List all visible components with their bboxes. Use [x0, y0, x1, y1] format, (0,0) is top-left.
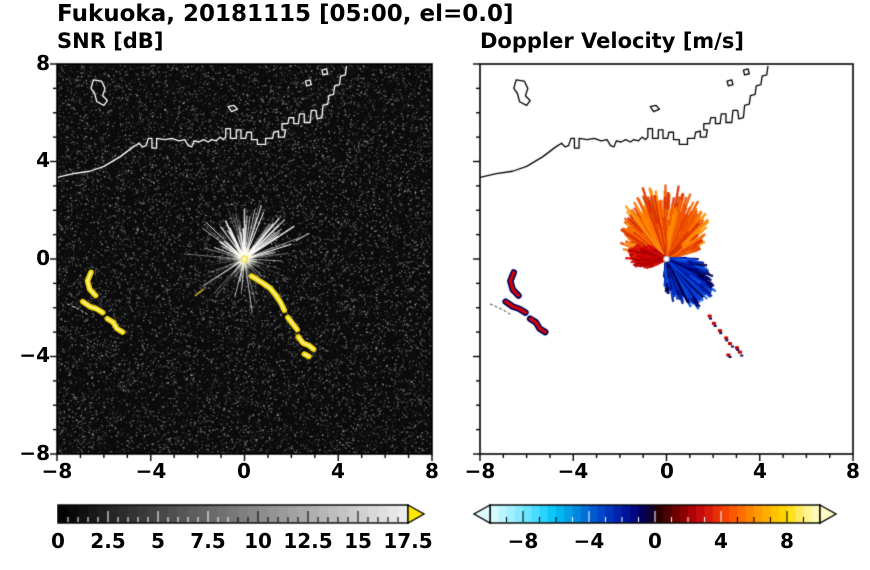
snr-xtick-4: 4: [331, 459, 345, 483]
snr-xtick-0: 0: [237, 459, 251, 483]
vel-cbar-label-m8: −8: [507, 529, 539, 553]
snr-cbar-label-5: 5: [151, 529, 165, 553]
snr-xtick-8: 8: [425, 459, 439, 483]
vel-cbar-label-4: 4: [714, 529, 728, 553]
snr-cbar-label-12p5: 12.5: [283, 529, 333, 553]
vel-cbar-label-8: 8: [780, 529, 794, 553]
ytick-label-4: 4: [36, 148, 50, 172]
snr-panel-title: SNR [dB]: [57, 29, 164, 53]
ytick-label-8: 8: [36, 51, 50, 75]
snr-xtick-m8: −8: [41, 459, 73, 483]
ytick-label-0: 0: [36, 246, 50, 270]
snr-cbar-label-10: 10: [244, 529, 272, 553]
ytick-label-m8: −8: [19, 441, 50, 465]
vel-xtick-4: 4: [753, 459, 767, 483]
snr-cbar-label-7p5: 7.5: [190, 529, 226, 553]
vel-xtick-8: 8: [846, 459, 860, 483]
vel-xtick-m8: −8: [464, 459, 496, 483]
velocity-panel-title: Doppler Velocity [m/s]: [480, 29, 744, 53]
velocity-colorbar: [468, 502, 843, 526]
snr-cbar-label-17p5: 17.5: [383, 529, 433, 553]
snr-xtick-m4: −4: [135, 459, 167, 483]
snr-cbar-label-0: 0: [51, 529, 65, 553]
snr-heatmap: [57, 64, 432, 454]
snr-colorbar: [57, 502, 432, 526]
vel-cbar-label-m4: −4: [573, 529, 605, 553]
vel-xtick-0: 0: [660, 459, 674, 483]
ytick-label-m4: −4: [19, 343, 50, 367]
vel-xtick-m4: −4: [557, 459, 589, 483]
figure-title: Fukuoka, 20181115 [05:00, el=0.0]: [57, 1, 514, 27]
snr-cbar-label-15: 15: [344, 529, 372, 553]
snr-cbar-label-2p5: 2.5: [90, 529, 126, 553]
velocity-heatmap: [480, 64, 853, 454]
vel-cbar-label-0: 0: [648, 529, 662, 553]
